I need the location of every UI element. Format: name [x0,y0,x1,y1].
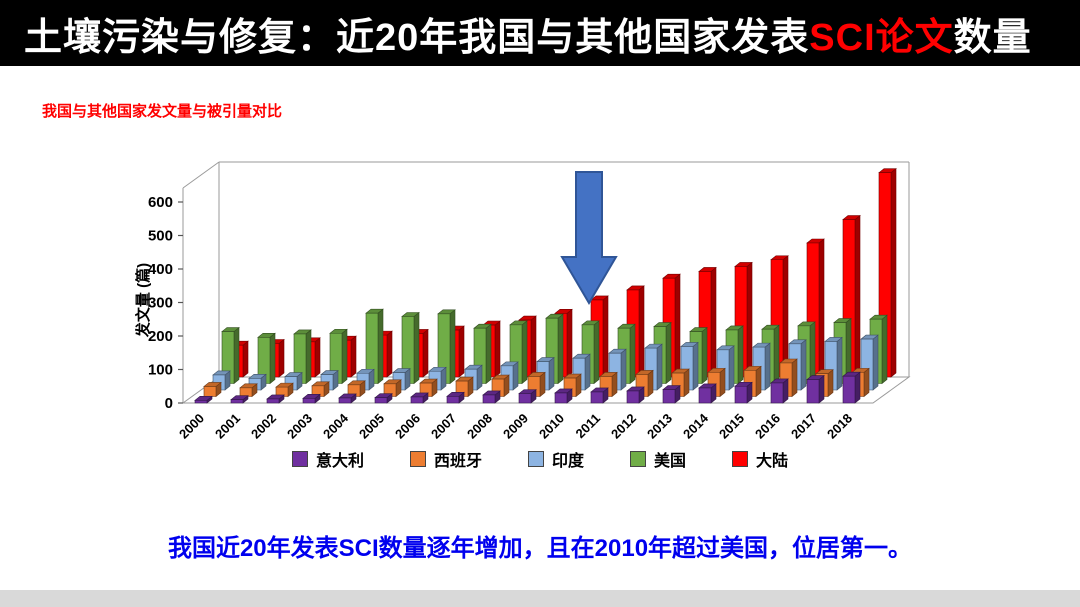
bars [194,168,897,404]
bar [203,381,222,398]
chart-legend: 意大利 西班牙 印度 美国 大陆 [0,447,1080,471]
bar [599,371,618,398]
legend-item: 西班牙 [409,447,482,471]
slide-title: 土壤污染与修复：近20年我国与其他国家发表SCI论文数量 [24,6,1032,61]
bar [806,374,825,404]
legend-swatch [409,451,426,467]
legend-label: 大陆 [756,453,789,470]
category-label: 2014 [680,410,712,442]
bar [311,381,330,398]
category-label: 2002 [248,411,279,442]
series-row [203,358,870,398]
title-prefix: 土壤污染与修复：近20年我国与其他国家发表 [24,16,810,59]
bar [410,392,429,404]
bar [194,395,213,404]
bar [518,388,537,404]
bar [302,393,321,404]
category-label: 2017 [788,411,819,442]
title-highlight: SCI论文 [809,16,954,59]
conclusion-text: 我国近20年发表SCI数量逐年增加，且在2010年超过美国，位居第一。 [167,535,913,562]
category-axis: 2000 2001 2002 2003 2004 2005 2006 2007 2008 2009… [176,410,855,442]
category-label: 2001 [212,411,243,442]
svg-text:200: 200 [148,328,173,345]
bar [365,308,384,385]
category-label: 2008 [464,411,495,442]
down-arrow-annotation [560,171,618,305]
bar [338,393,357,404]
category-label: 2007 [428,411,459,442]
svg-text:500: 500 [148,228,173,245]
value-axis: 0 100 200 300 400 500 600 发文量 (篇) [134,194,183,412]
bar [401,311,420,385]
bar [842,371,861,404]
legend-label: 美国 [654,453,687,470]
bar [662,384,681,404]
bar [590,387,609,404]
bar [239,383,258,398]
chart-subtitle: 我国与其他国家发文量与被引量对比 [42,103,283,120]
bar [266,394,285,404]
bar [257,332,276,385]
legend-label: 印度 [551,453,584,470]
title-suffix: 数量 [953,16,1032,59]
value-axis-title: 发文量 (篇) [134,263,152,338]
bar [770,378,789,404]
bar [329,328,348,385]
bar [554,388,573,404]
category-label: 2018 [824,411,855,442]
bar [347,380,366,398]
legend-swatch [291,451,308,467]
category-label: 2005 [356,411,387,442]
category-label: 2010 [536,411,567,442]
category-label: 2016 [752,411,783,442]
bottom-strip [0,590,1080,607]
bar [734,381,753,404]
category-label: 2009 [500,411,531,442]
legend-swatch [732,451,749,467]
bar [374,393,393,404]
legend-swatch [527,451,544,467]
legend-label: 西班牙 [433,453,482,470]
bar [635,369,654,398]
bar [419,378,438,398]
legend-label: 意大利 [315,453,364,470]
category-label: 2012 [608,411,639,442]
bar [293,329,312,385]
category-label: 2013 [644,411,675,442]
svg-text:0: 0 [165,395,173,412]
legend-item: 美国 [630,447,686,471]
bar [482,390,501,404]
svg-text:600: 600 [148,194,173,211]
category-label: 2011 [573,411,604,442]
bar [437,309,456,385]
category-label: 2003 [284,411,315,442]
bar [275,382,294,398]
legend-item: 意大利 [291,447,364,471]
category-label: 2004 [320,410,352,442]
bar [626,386,645,404]
bar [230,395,249,404]
bar [446,391,465,404]
series-row [194,371,861,404]
category-label: 2006 [392,411,423,442]
bar [221,326,240,385]
category-label: 2000 [176,411,207,442]
bar [383,379,402,398]
category-label: 2015 [716,411,747,442]
legend-item: 大陆 [732,447,788,471]
svg-text:400: 400 [148,261,173,278]
legend-item: 印度 [527,447,584,471]
slide-title-bar: 土壤污染与修复：近20年我国与其他国家发表SCI论文数量 [0,0,1080,66]
svg-text:100: 100 [148,362,173,379]
bar [491,374,510,398]
bar [698,383,717,404]
svg-text:300: 300 [148,295,173,312]
legend-swatch [630,451,646,467]
